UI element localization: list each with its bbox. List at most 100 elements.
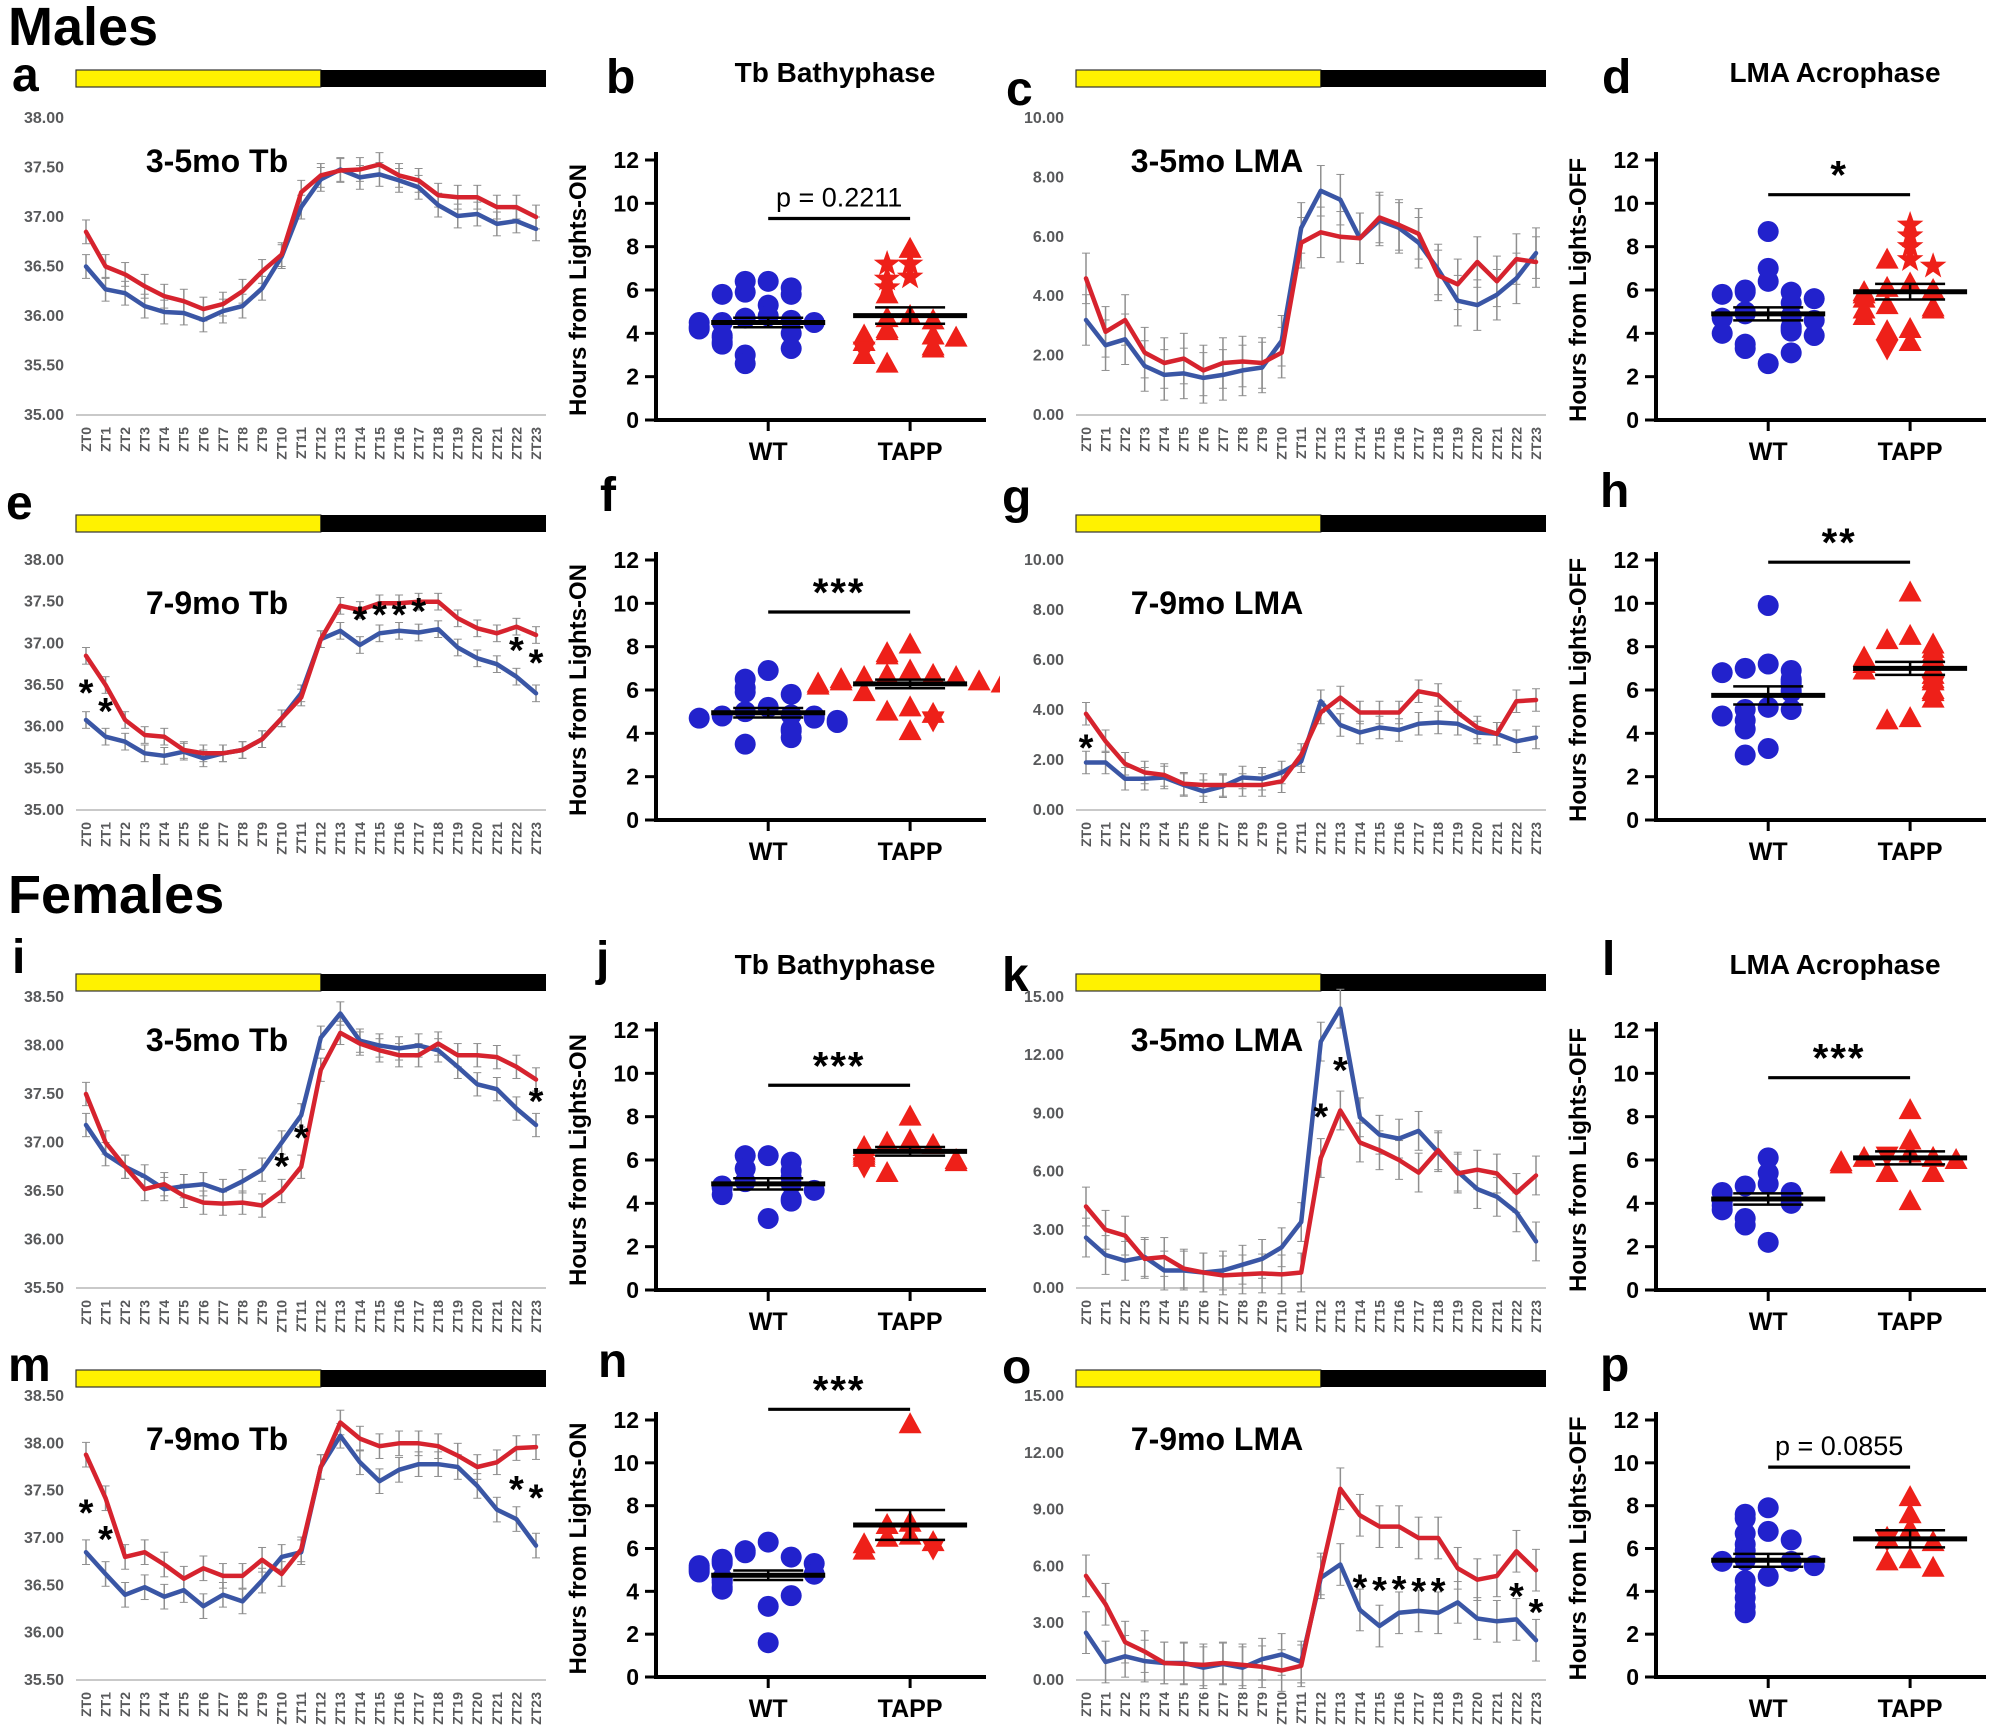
svg-text:ZT7: ZT7 [215, 822, 231, 847]
x-axis-tick-labels: ZT0 ZT1 ZT2 ZT3 ZT4 ZT5 ZT6 ZT7 ZT8 ZT9 ZT10 ZT11 ZT… [1078, 822, 1544, 855]
svg-text:ZT12: ZT12 [1313, 427, 1329, 460]
panel-c-line-chart: c 10.00 8.00 6.00 4.00 2.00 0.00 ZT0 ZT1 ZT2 ZT3 ZT… [1000, 38, 1560, 478]
svg-text:ZT16: ZT16 [391, 1692, 407, 1725]
tapp-data-points [1875, 1485, 1945, 1577]
svg-text:6: 6 [626, 677, 639, 703]
lights-on-segment [1075, 514, 1322, 533]
svg-text:ZT5: ZT5 [1176, 822, 1192, 847]
svg-text:8.00: 8.00 [1033, 602, 1064, 619]
y-axis-label: Hours from Lights-OFF [1565, 558, 1592, 822]
svg-text:8: 8 [1626, 634, 1639, 660]
svg-text:TAPP: TAPP [1878, 1308, 1943, 1336]
svg-text:ZT0: ZT0 [1078, 822, 1094, 847]
svg-text:35.00: 35.00 [24, 802, 64, 819]
y-axis-label: Hours from Lights-ON [565, 564, 592, 816]
svg-text:ZT16: ZT16 [391, 822, 407, 855]
svg-text:ZT14: ZT14 [352, 1300, 368, 1333]
svg-text:ZT22: ZT22 [508, 1300, 524, 1333]
wt-data-points [688, 1531, 825, 1654]
tapp-mean-sem [1853, 1529, 1968, 1549]
svg-text:ZT17: ZT17 [411, 822, 427, 855]
tapp-series-line [83, 1030, 539, 1208]
x-axis-group-labels: WT TAPP [749, 1677, 943, 1723]
svg-text:ZT17: ZT17 [411, 1692, 427, 1725]
svg-text:10.00: 10.00 [1024, 110, 1064, 127]
svg-text:37.50: 37.50 [24, 160, 64, 177]
svg-text:35.50: 35.50 [24, 1672, 64, 1689]
panel-letter-p: p [1600, 1339, 1630, 1392]
svg-text:ZT6: ZT6 [195, 1692, 211, 1717]
svg-text:ZT11: ZT11 [293, 822, 309, 854]
svg-text:ZT8: ZT8 [1234, 822, 1250, 847]
y-axis-label: Hours from Lights-ON [565, 1423, 592, 1675]
svg-text:WT: WT [749, 1308, 788, 1336]
svg-text:0.00: 0.00 [1033, 1672, 1064, 1689]
svg-text:ZT4: ZT4 [1156, 1300, 1172, 1325]
wt-mean-sem [1711, 1552, 1826, 1568]
svg-text:ZT18: ZT18 [430, 1692, 446, 1725]
lights-on-off-bar [75, 514, 546, 533]
svg-text:ZT6: ZT6 [1195, 1300, 1211, 1325]
significance-asterisks: * ** * * ** * [79, 591, 544, 733]
svg-text:*: * [79, 1492, 94, 1534]
svg-text:ZT13: ZT13 [1332, 1692, 1348, 1725]
svg-text:ZT19: ZT19 [450, 1300, 466, 1333]
svg-text:ZT5: ZT5 [1176, 1300, 1192, 1325]
svg-text:ZT21: ZT21 [489, 1692, 505, 1725]
svg-text:37.00: 37.00 [24, 209, 64, 226]
svg-text:6.00: 6.00 [1033, 1558, 1064, 1575]
x-axis-tick-labels: ZT0 ZT1 ZT2 ZT3 ZT4 ZT5 ZT6 ZT7 ZT8 ZT9 ZT10 ZT11 ZT… [78, 1692, 544, 1725]
svg-text:ZT2: ZT2 [117, 822, 133, 847]
svg-text:ZT23: ZT23 [1528, 822, 1544, 855]
lights-on-segment [1075, 69, 1322, 88]
svg-text:10: 10 [613, 590, 639, 616]
panel-k-line-chart: k 15.00 12.00 9.00 6.00 3.00 0.00 ZT0 ZT1 ZT2 ZT3 Z… [1000, 930, 1560, 1360]
svg-text:ZT15: ZT15 [1371, 1300, 1387, 1333]
svg-text:36.00: 36.00 [24, 1232, 64, 1249]
y-axis-ticks: 0 2 4 6 8 10 12 [613, 147, 656, 433]
svg-text:ZT18: ZT18 [1430, 427, 1446, 460]
svg-text:8: 8 [1626, 234, 1639, 260]
panel-l-svg: 0 2 4 6 8 10 12 Hours from Lights-OFF LMA Acroph… [1565, 949, 1986, 1336]
svg-text:ZT15: ZT15 [371, 1300, 387, 1333]
svg-text:ZT2: ZT2 [1117, 427, 1133, 452]
svg-text:ZT11: ZT11 [293, 1692, 309, 1724]
svg-text:35.00: 35.00 [24, 407, 64, 424]
svg-text:ZT23: ZT23 [528, 1300, 544, 1333]
panel-letter-k: k [1002, 949, 1029, 1002]
svg-text:37.50: 37.50 [24, 1483, 64, 1500]
y-axis-label: Hours from Lights-ON [565, 164, 592, 416]
svg-text:2: 2 [626, 1621, 639, 1647]
svg-text:9.00: 9.00 [1033, 1105, 1064, 1122]
chart-title: 3-5mo Tb [146, 143, 288, 179]
significance-asterisks: * * * * * * * [1353, 1567, 1544, 1634]
significance-annotation: *** [768, 1368, 911, 1412]
panel-n-svg: 0 2 4 6 8 10 12 Hours from Lights-ON WT TAPP *** [565, 1368, 986, 1723]
x-axis-tick-labels: ZT0 ZT1 ZT2 ZT3 ZT4 ZT5 ZT6 ZT7 ZT8 ZT9 ZT10 ZT11 ZT… [1078, 1692, 1544, 1725]
svg-text:*: * [294, 1118, 309, 1160]
svg-text:ZT12: ZT12 [1313, 1692, 1329, 1725]
svg-text:4: 4 [1626, 720, 1639, 746]
svg-text:ZT1: ZT1 [97, 427, 113, 452]
tapp-mean-sem [1853, 660, 1968, 677]
svg-text:ZT15: ZT15 [1371, 1692, 1387, 1725]
svg-text:ZT19: ZT19 [1450, 1300, 1466, 1333]
svg-text:WT: WT [749, 838, 788, 866]
error-bars [1082, 679, 1540, 803]
svg-text:*: * [1529, 1592, 1544, 1634]
svg-text:6: 6 [1626, 1536, 1639, 1562]
panel-i-line-chart: i 38.50 38.00 37.50 37.00 36.50 36.00 35.50 ZT0 Z… [0, 930, 560, 1360]
tapp-data-points [852, 1412, 945, 1561]
lights-on-segment [75, 1369, 322, 1388]
svg-text:0: 0 [1626, 1277, 1639, 1303]
svg-text:10: 10 [1613, 190, 1639, 216]
svg-text:ZT0: ZT0 [78, 1300, 94, 1325]
svg-text:6: 6 [626, 277, 639, 303]
svg-text:ZT8: ZT8 [1234, 1300, 1250, 1325]
svg-text:WT: WT [749, 1695, 788, 1723]
chart-title: 7-9mo Tb [146, 1421, 288, 1457]
svg-text:ZT13: ZT13 [332, 1692, 348, 1725]
svg-text:ZT2: ZT2 [117, 427, 133, 452]
panel-letter-b: b [606, 51, 636, 104]
error-bars [1082, 1467, 1540, 1692]
